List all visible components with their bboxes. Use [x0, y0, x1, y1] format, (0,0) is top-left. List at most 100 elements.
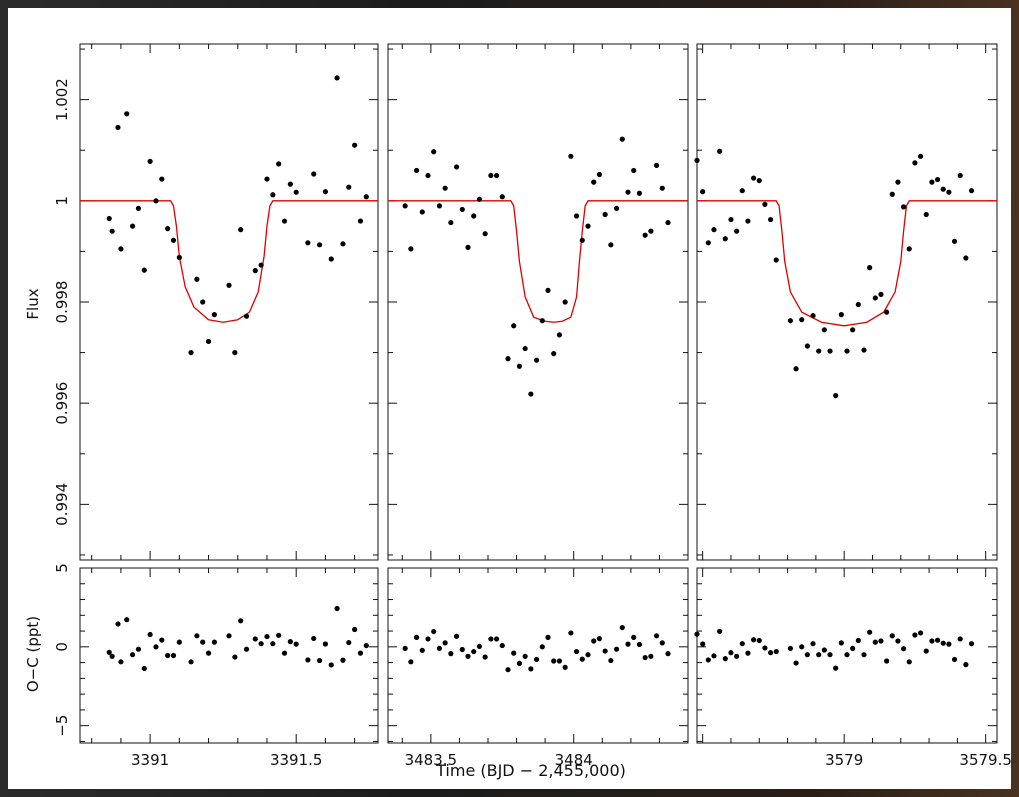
data-point [700, 641, 706, 647]
data-point [545, 287, 551, 293]
data-point [889, 191, 895, 197]
data-point [493, 172, 500, 179]
data-point [305, 657, 311, 663]
data-point [243, 313, 250, 319]
data-point [608, 242, 614, 248]
data-point [767, 216, 774, 223]
data-point [556, 658, 563, 664]
data-point [287, 639, 293, 645]
data-point [844, 652, 850, 658]
x-tick-label: 3391 [131, 751, 169, 769]
data-point [305, 240, 311, 246]
data-point [488, 172, 494, 179]
data-point [810, 313, 816, 319]
data-point [334, 75, 340, 81]
data-point [425, 172, 431, 179]
data-point [522, 653, 528, 659]
data-point [827, 652, 833, 658]
data-point [252, 268, 258, 274]
data-point [200, 299, 206, 305]
data-point [511, 323, 517, 329]
y-axis-label-residuals: O−C (ppt) [24, 616, 42, 692]
data-point [499, 642, 505, 649]
data-point [773, 257, 779, 263]
data-point [648, 228, 654, 234]
data-point [413, 634, 420, 640]
data-point [659, 640, 665, 646]
data-point [810, 641, 816, 647]
data-point [957, 636, 963, 642]
data-point [821, 327, 827, 333]
data-point [636, 190, 643, 196]
data-point [465, 244, 471, 250]
data-point [141, 665, 147, 672]
data-point [591, 179, 597, 185]
data-point [636, 641, 643, 648]
data-point [631, 167, 637, 174]
data-point [352, 626, 358, 633]
panel-resid-2: 3483.5 3484 [387, 567, 689, 769]
data-point [940, 186, 946, 192]
data-point [665, 219, 671, 226]
panel-frame [387, 567, 689, 744]
data-point [334, 605, 340, 612]
data-point [482, 231, 488, 237]
data-point [957, 172, 963, 179]
data-point [493, 636, 500, 642]
data-point [129, 652, 136, 658]
data-point [711, 653, 717, 659]
data-point [816, 652, 822, 658]
data-point [264, 633, 270, 640]
data-point [533, 357, 540, 363]
data-point [767, 650, 774, 656]
data-point [115, 621, 121, 627]
data-point [106, 215, 112, 222]
data-point [665, 651, 671, 657]
data-point [194, 276, 200, 282]
data-point [200, 639, 206, 645]
data-point [264, 176, 270, 182]
data-point [728, 650, 734, 656]
data-point [773, 648, 779, 655]
data-point [694, 631, 700, 637]
data-point [211, 312, 217, 318]
data-point [425, 636, 431, 642]
data-point [363, 642, 369, 649]
data-point [705, 657, 711, 663]
data-point [722, 656, 728, 662]
data-point [135, 205, 142, 212]
data-point [539, 644, 545, 650]
data-point [642, 654, 648, 661]
data-point [402, 203, 408, 209]
x-tick-label: 3483.5 [405, 751, 458, 769]
data-point [728, 216, 734, 223]
data-point [402, 645, 408, 652]
data-point [118, 246, 124, 252]
data-point [176, 254, 182, 261]
panel-flux-3 [694, 43, 998, 561]
data-point [895, 638, 901, 644]
data-point [281, 650, 288, 656]
y-tick-label: 1 [53, 196, 71, 206]
data-point [448, 219, 454, 226]
data-point [717, 148, 723, 154]
data-point [270, 641, 276, 647]
data-point [751, 175, 757, 181]
data-point [573, 213, 580, 219]
data-point [528, 666, 534, 672]
data-point [700, 189, 706, 195]
data-point [109, 228, 115, 234]
panel-frame [387, 43, 689, 561]
data-point [147, 631, 153, 638]
data-point [287, 181, 293, 187]
data-point [867, 629, 873, 635]
data-point [252, 636, 258, 642]
data-point [951, 238, 958, 244]
transit-model-curve [697, 200, 997, 327]
data-point [929, 179, 935, 185]
data-point [827, 348, 833, 354]
data-point [516, 363, 523, 369]
data-point [453, 633, 460, 639]
data-point [591, 638, 597, 644]
